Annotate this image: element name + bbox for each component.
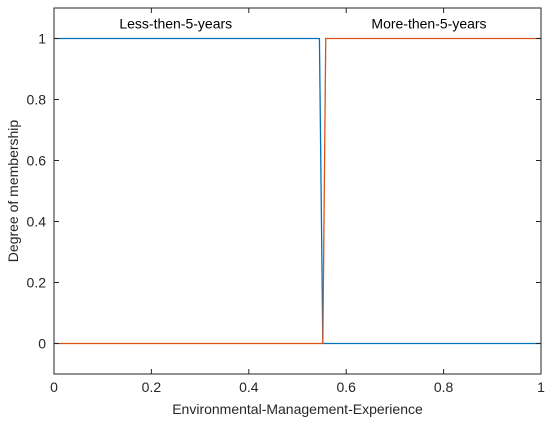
y-tick-label: 0 <box>38 336 46 352</box>
annotation-1: Less-then-5-years <box>119 15 232 31</box>
plot-frame <box>53 7 542 375</box>
series-line-2 <box>54 37 541 345</box>
y-tick-label: 0.2 <box>27 275 47 291</box>
x-tick-label: 1 <box>537 379 545 395</box>
x-axis-label: Environmental-Management-Experience <box>172 401 423 417</box>
annotations: Less-then-5-years More-then-5-years <box>119 15 486 31</box>
series-line-1 <box>54 37 541 345</box>
y-axis-label: Degree of membership <box>5 120 21 263</box>
y-axis-ticks: 0 0.2 0.4 0.6 0.8 1 <box>27 31 541 352</box>
x-tick-label: 0.4 <box>239 379 259 395</box>
annotation-2: More-then-5-years <box>371 15 486 31</box>
y-tick-label: 0.8 <box>27 92 47 108</box>
x-tick-label: 0.6 <box>336 379 356 395</box>
x-tick-label: 0 <box>50 379 58 395</box>
x-tick-label: 0.8 <box>434 379 454 395</box>
x-tick-label: 0.2 <box>142 379 162 395</box>
x-axis-ticks: 0 0.2 0.4 0.6 0.8 1 <box>50 8 545 395</box>
series-group <box>54 37 541 345</box>
y-tick-label: 0.6 <box>27 153 47 169</box>
y-tick-label: 0.4 <box>27 214 47 230</box>
y-tick-label: 1 <box>38 31 46 47</box>
